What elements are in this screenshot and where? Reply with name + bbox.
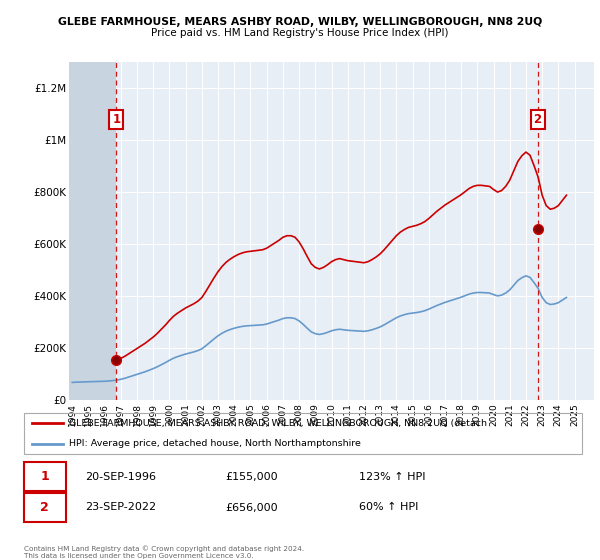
Text: GLEBE FARMHOUSE, MEARS ASHBY ROAD, WILBY, WELLINGBOROUGH, NN8 2UQ (detach: GLEBE FARMHOUSE, MEARS ASHBY ROAD, WILBY… <box>68 419 487 428</box>
Text: 2: 2 <box>533 113 542 125</box>
Text: GLEBE FARMHOUSE, MEARS ASHBY ROAD, WILBY, WELLINGBOROUGH, NN8 2UQ: GLEBE FARMHOUSE, MEARS ASHBY ROAD, WILBY… <box>58 17 542 27</box>
Text: £656,000: £656,000 <box>225 502 278 512</box>
Text: 60% ↑ HPI: 60% ↑ HPI <box>359 502 418 512</box>
Text: Contains HM Land Registry data © Crown copyright and database right 2024.
This d: Contains HM Land Registry data © Crown c… <box>24 545 304 559</box>
Text: £155,000: £155,000 <box>225 472 278 482</box>
Text: 1: 1 <box>112 113 121 125</box>
Text: 20-SEP-1996: 20-SEP-1996 <box>85 472 157 482</box>
Text: Price paid vs. HM Land Registry's House Price Index (HPI): Price paid vs. HM Land Registry's House … <box>151 28 449 38</box>
Text: HPI: Average price, detached house, North Northamptonshire: HPI: Average price, detached house, Nort… <box>68 439 361 448</box>
Text: 23-SEP-2022: 23-SEP-2022 <box>85 502 157 512</box>
Text: 1: 1 <box>40 470 49 483</box>
Bar <box>69 62 116 400</box>
Text: 123% ↑ HPI: 123% ↑ HPI <box>359 472 425 482</box>
Text: 2: 2 <box>40 501 49 514</box>
